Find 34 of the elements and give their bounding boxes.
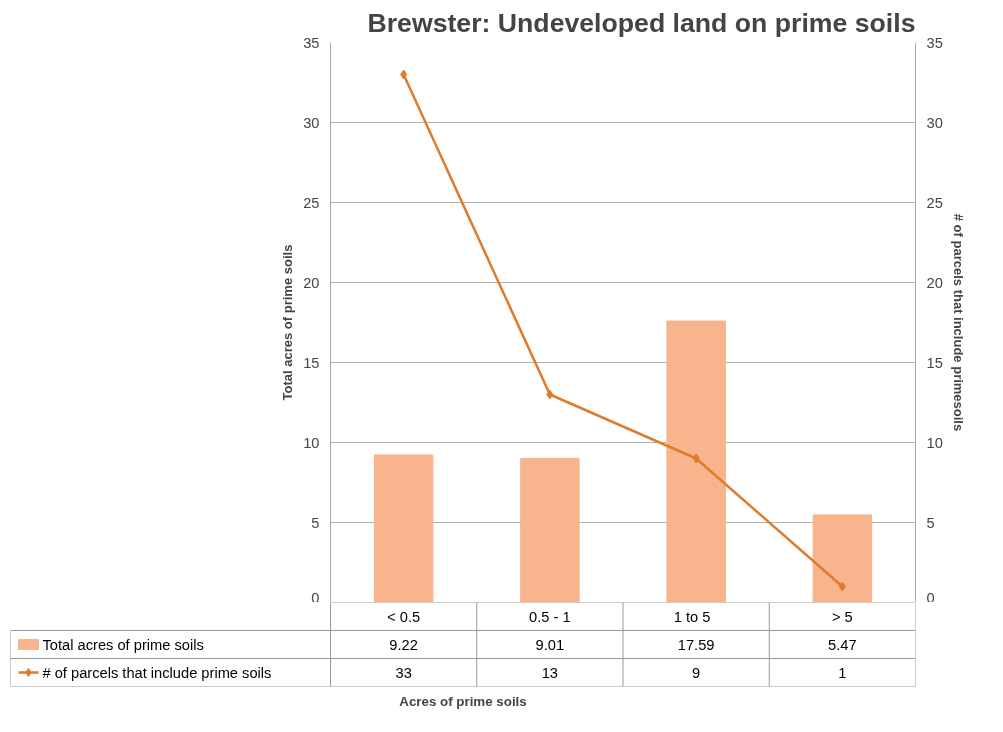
text: Acres of prime soils <box>399 693 527 709</box>
y-axis-title: Total acres of prime soils <box>280 244 296 401</box>
x-tick-label: 1 to 5 <box>673 608 711 625</box>
y2-tick-label: 30 <box>926 114 943 131</box>
y2-tick-label: 5 <box>926 514 935 531</box>
y-tick-label: 25 <box>303 194 320 211</box>
data-label: 13 <box>541 664 559 681</box>
chart-title: Brewster: Undeveloped land on prime soils <box>367 7 916 38</box>
y2-tick-label: 10 <box>926 434 943 451</box>
y-tick-label: 20 <box>303 274 320 291</box>
data-label: 5.47 <box>828 636 857 653</box>
y-tick-label: 35 <box>303 34 320 51</box>
x-tick-label: 0.5 - 1 <box>529 608 571 625</box>
data-label: 9.01 <box>535 636 565 653</box>
y2-tick-label: 15 <box>926 354 943 371</box>
y-tick-label: 15 <box>303 354 320 371</box>
x-tick-label: < 0.5 <box>387 608 421 625</box>
y-tick-label: 30 <box>303 114 320 131</box>
y2-tick-label: 0 <box>926 589 935 606</box>
y2-tick-label: 35 <box>926 34 943 51</box>
legend-label: # of parcels that include prime soils <box>42 664 272 681</box>
y2-tick-label: 20 <box>926 274 943 291</box>
y2-axis-title: # of parcels that include primesoils <box>950 213 966 432</box>
data-label: 33 <box>395 664 412 681</box>
y-tick-label: 0 <box>311 589 320 606</box>
y2-tick-label: 25 <box>926 194 943 211</box>
legend-label: Total acres of prime soils <box>42 636 204 653</box>
data-label: 9 <box>692 664 701 681</box>
data-label: 17.59 <box>677 636 715 653</box>
x-tick-label: > 5 <box>831 608 853 625</box>
y-tick-label: 10 <box>303 434 320 451</box>
data-label: 9.22 <box>389 636 418 653</box>
y-tick-label: 5 <box>311 514 320 531</box>
data-label: 1 <box>838 664 847 681</box>
